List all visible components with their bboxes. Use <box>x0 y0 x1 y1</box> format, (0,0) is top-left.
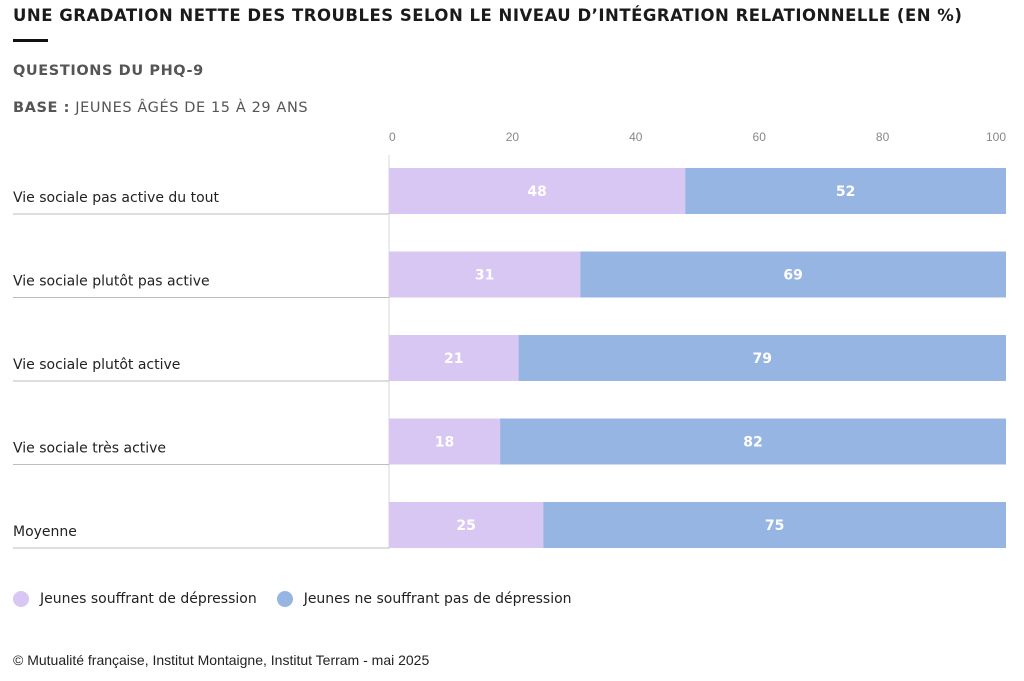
category-label: Moyenne <box>13 524 77 540</box>
data-label: 52 <box>836 184 855 200</box>
category-label: Vie sociale plutôt active <box>13 357 180 373</box>
bar-segment <box>543 502 1006 548</box>
bar-segment <box>389 418 501 465</box>
legend-label-depression: Jeunes souffrant de dépression <box>40 591 257 607</box>
category-label: Vie sociale très active <box>13 441 166 457</box>
x-tick-label: 80 <box>876 130 890 144</box>
chart-subtitle: QUESTIONS DU PHQ-9 <box>13 63 204 79</box>
bar-segment <box>500 418 1006 465</box>
data-label: 31 <box>475 268 494 284</box>
chart-legend: Jeunes souffrant de dépression Jeunes ne… <box>13 591 592 607</box>
base-text: JEUNES ÂGÉS DE 15 À 29 ANS <box>75 100 309 116</box>
x-tick-label: 40 <box>629 130 643 144</box>
bar-segment <box>685 168 1006 214</box>
category-label: Vie sociale pas active du tout <box>13 190 220 206</box>
legend-item-depression: Jeunes souffrant de dépression <box>13 591 257 607</box>
legend-swatch-no-depression <box>276 591 293 607</box>
data-label: 79 <box>753 351 772 367</box>
source-note: © Mutualité française, Institut Montaign… <box>13 652 430 668</box>
data-label: 48 <box>527 184 546 200</box>
data-label: 21 <box>444 351 463 367</box>
bar-segment <box>389 502 544 548</box>
data-label: 25 <box>456 518 475 534</box>
x-tick-label: 60 <box>753 130 767 144</box>
legend-item-no-depression: Jeunes ne souffrant pas de dépression <box>276 591 572 607</box>
bar-segment <box>580 251 1006 298</box>
data-label: 82 <box>743 435 762 451</box>
data-label: 18 <box>435 435 454 451</box>
data-label: 75 <box>765 518 784 534</box>
base-label: BASE : <box>13 100 71 116</box>
bar-segment <box>389 335 519 381</box>
x-tick-label: 100 <box>986 130 1006 144</box>
chart-title: UNE GRADATION NETTE DES TROUBLES SELON L… <box>13 6 963 25</box>
chart-base-note: BASE : JEUNES ÂGÉS DE 15 À 29 ANS <box>13 100 308 116</box>
bar-segment <box>389 168 686 214</box>
bar-segment <box>389 251 581 298</box>
x-tick-label: 20 <box>506 130 520 144</box>
bar-segment <box>518 335 1006 381</box>
stacked-bar-chart: 0 20 40 60 80 100 Vie sociale pas active du to… <box>13 130 1006 549</box>
category-label: Vie sociale plutôt pas active <box>13 274 210 290</box>
x-tick-label: 0 <box>389 130 396 144</box>
legend-label-no-depression: Jeunes ne souffrant pas de dépression <box>303 591 572 607</box>
title-underline <box>13 39 48 42</box>
data-label: 69 <box>783 268 802 284</box>
legend-swatch-depression <box>13 591 29 607</box>
